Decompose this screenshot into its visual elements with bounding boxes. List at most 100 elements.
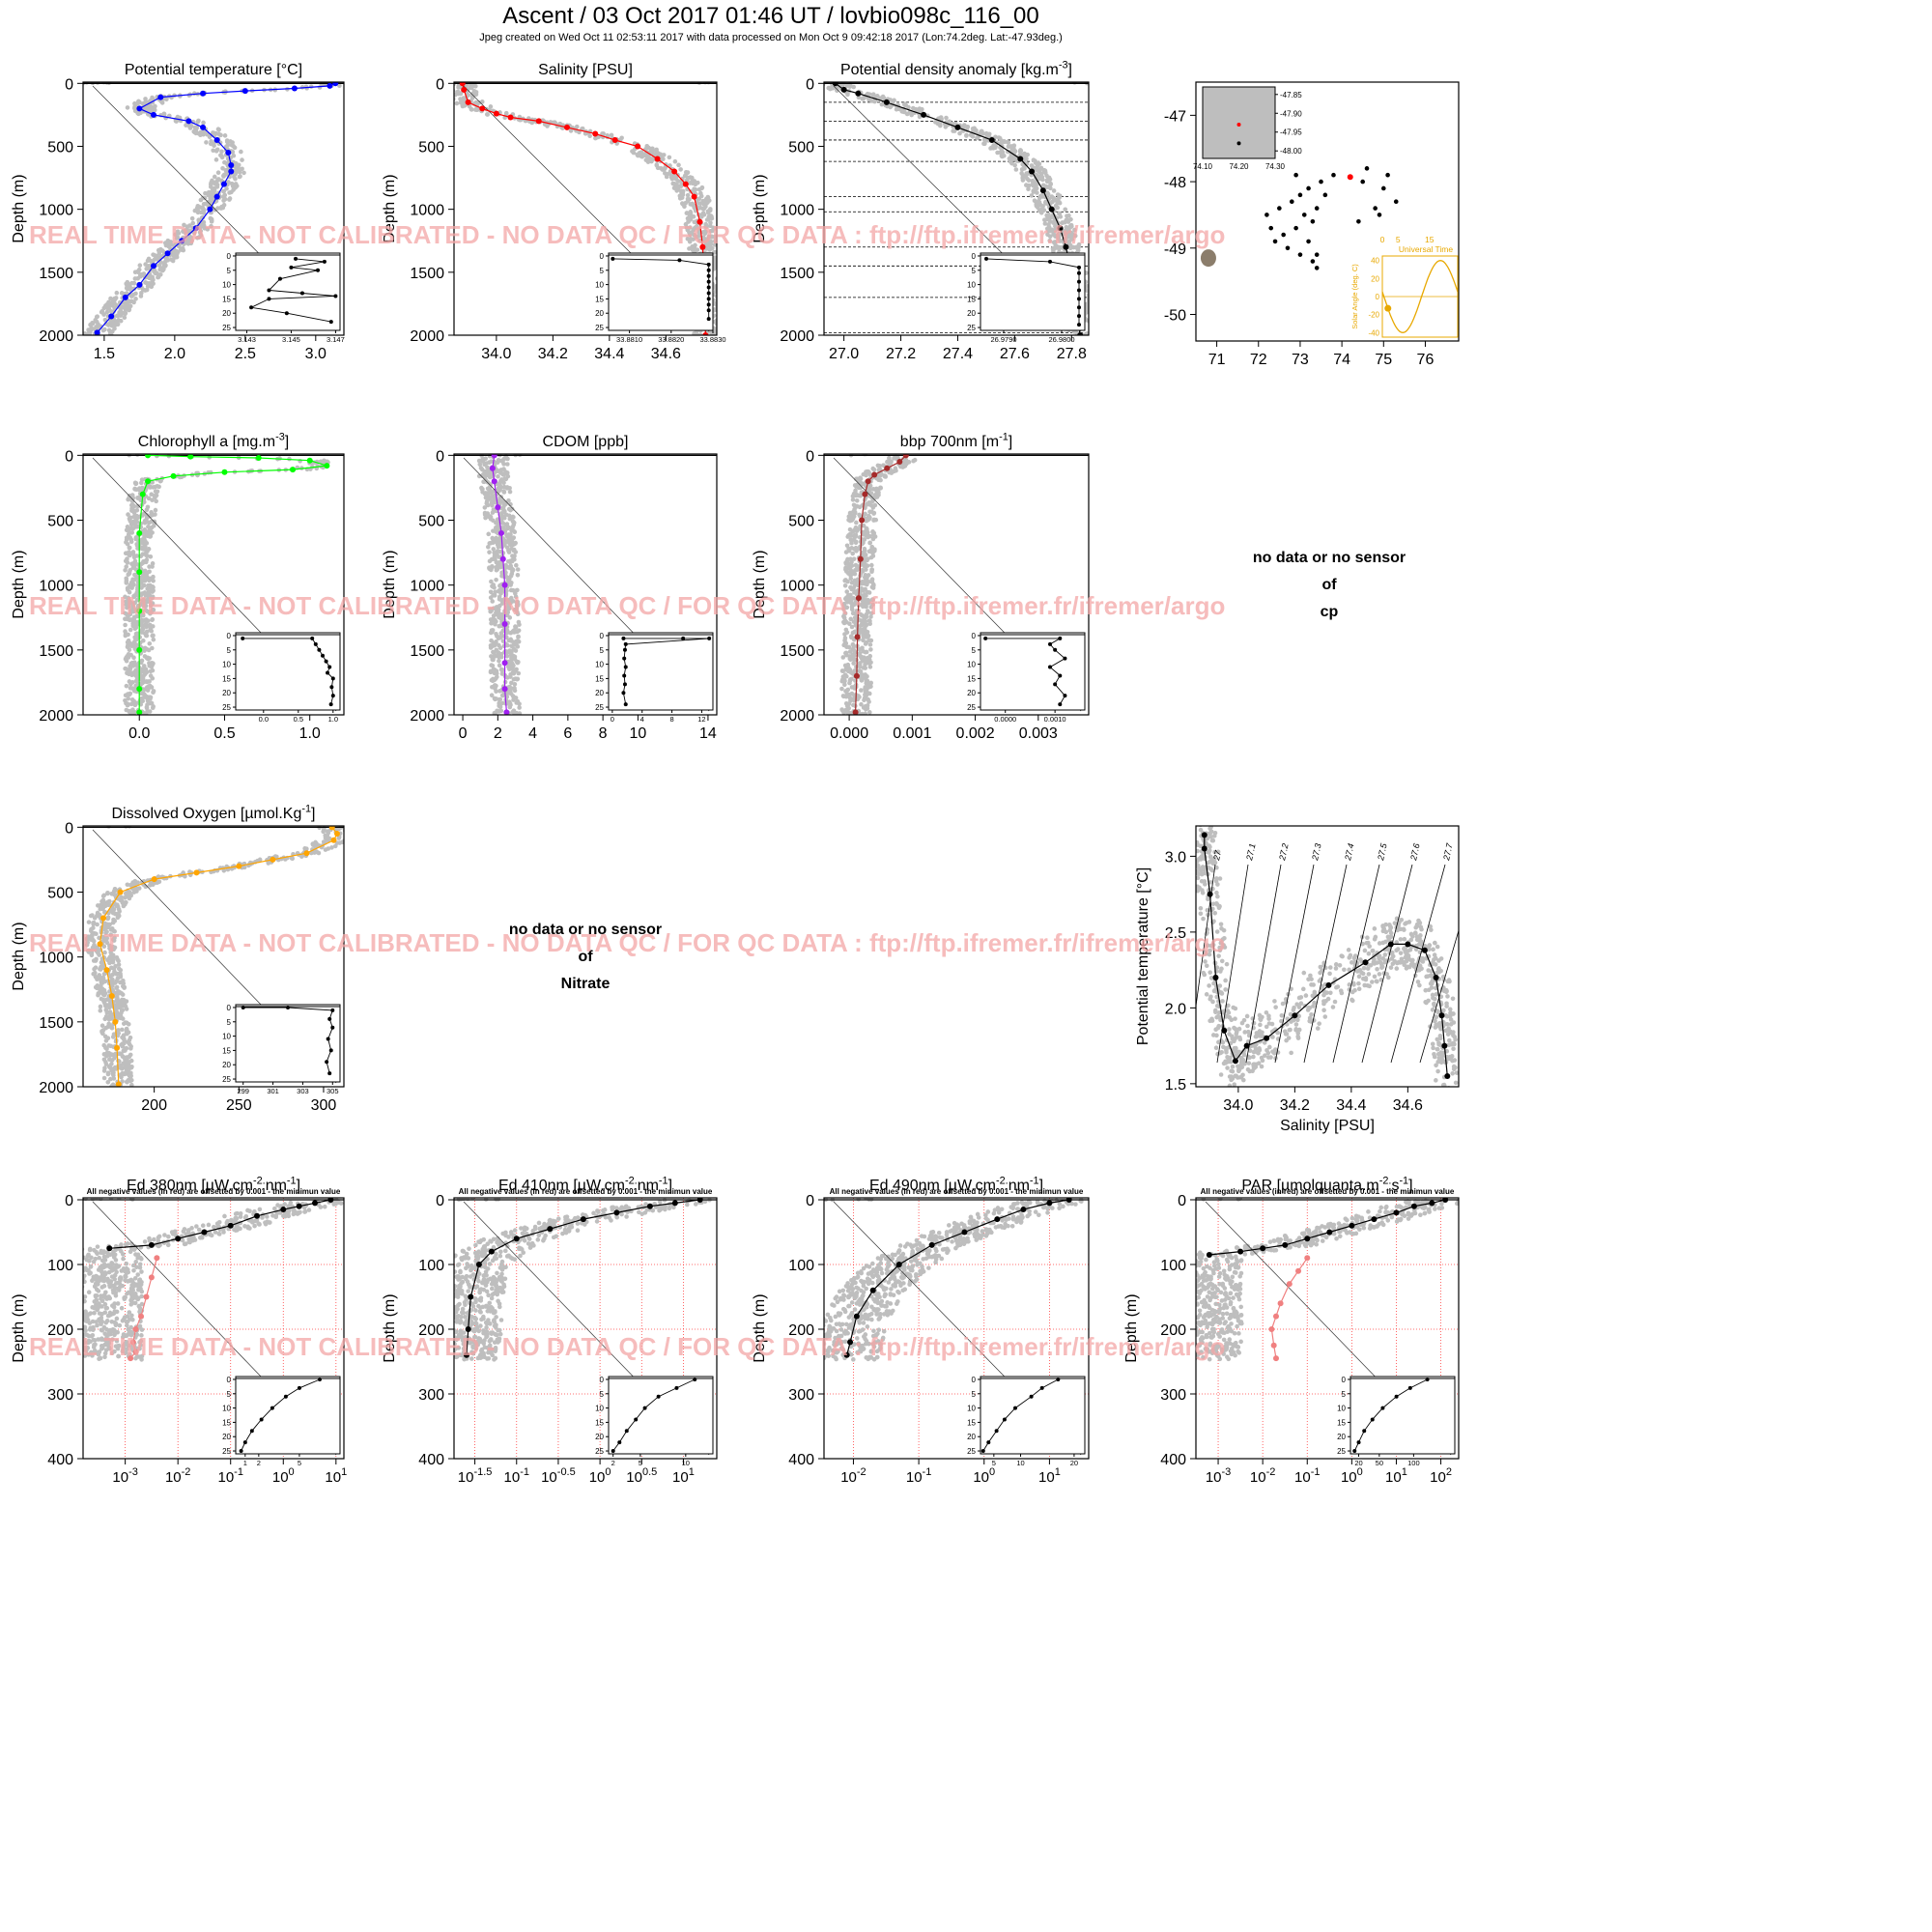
- reference-point: [1044, 179, 1050, 185]
- reference-point: [859, 701, 864, 707]
- reference-point: [148, 627, 153, 633]
- data-point: [459, 82, 466, 87]
- reference-point: [132, 104, 137, 110]
- inset-point: [706, 297, 711, 301]
- reference-point: [125, 585, 130, 591]
- reference-point: [877, 473, 883, 478]
- reference-point: [148, 695, 154, 700]
- reference-point: [508, 674, 513, 679]
- trajectory-point: [1331, 172, 1336, 178]
- reference-point: [90, 321, 95, 326]
- reference-point: [867, 590, 872, 595]
- reference-point: [842, 596, 848, 602]
- depth-axis-label: Depth (m): [11, 922, 27, 990]
- reference-point: [118, 308, 124, 314]
- reference-point: [508, 563, 513, 569]
- reference-point: [828, 86, 834, 91]
- inset-point: [706, 273, 711, 278]
- reference-point: [848, 670, 854, 675]
- y-tick-label: 0: [436, 448, 444, 465]
- reference-point: [842, 682, 847, 688]
- inset-x-tick-label: 1.0: [328, 715, 338, 724]
- reference-point: [840, 678, 846, 683]
- reference-point: [1000, 150, 1006, 155]
- reference-point: [149, 700, 155, 706]
- reference-point: [863, 706, 868, 712]
- y-tick-label: 1500: [39, 643, 73, 660]
- reference-point: [481, 456, 486, 462]
- inset-point: [621, 691, 626, 696]
- depth-axis-label: Depth (m): [11, 174, 27, 242]
- reference-point: [500, 526, 506, 530]
- reference-point: [144, 633, 150, 639]
- reference-point: [695, 247, 700, 252]
- reference-point: [132, 626, 138, 632]
- reference-point: [114, 319, 120, 324]
- reference-point: [693, 242, 697, 248]
- reference-point: [485, 469, 491, 474]
- inset-point: [681, 636, 686, 640]
- reference-point: [1054, 234, 1059, 239]
- reference-point: [499, 700, 505, 706]
- reference-point: [846, 665, 851, 670]
- reference-point: [209, 223, 213, 229]
- reference-point: [131, 655, 136, 661]
- reference-point: [221, 202, 227, 208]
- reference-point: [498, 562, 504, 568]
- reference-point: [479, 99, 485, 104]
- panel-title-bbp: bbp 700nm [m-1]: [900, 432, 1012, 450]
- reference-point: [863, 685, 867, 690]
- reference-point: [493, 621, 497, 627]
- depth-axis-label: Depth (m): [752, 550, 768, 618]
- reference-point: [506, 497, 511, 503]
- reference-point: [469, 84, 475, 90]
- reference-point: [1064, 224, 1069, 230]
- reference-point: [682, 204, 687, 210]
- inset-point: [1063, 656, 1067, 661]
- x-tick-label: 0.0: [128, 725, 150, 742]
- trajectory-point: [1314, 266, 1320, 270]
- reference-point: [508, 691, 514, 696]
- reference-point: [854, 581, 859, 586]
- y-tick-label: 1500: [780, 266, 814, 282]
- reference-point: [329, 845, 334, 850]
- reference-point: [504, 598, 510, 603]
- reference-point: [499, 570, 504, 576]
- reference-point: [146, 547, 152, 552]
- reference-point: [854, 520, 859, 526]
- reference-point: [164, 97, 169, 102]
- reference-point: [982, 141, 987, 147]
- data-point: [507, 114, 514, 121]
- reference-point: [868, 638, 874, 643]
- reference-point: [866, 600, 871, 606]
- reference-point: [139, 477, 145, 482]
- reference-point: [868, 680, 874, 686]
- y-tick-label: 1000: [410, 203, 444, 219]
- reference-point: [175, 249, 181, 255]
- reference-point: [503, 501, 508, 507]
- reference-point: [879, 101, 885, 107]
- data-point: [491, 454, 497, 459]
- reference-point: [125, 541, 130, 547]
- inset-y-tick-label: 15: [222, 295, 231, 303]
- reference-point: [861, 523, 867, 528]
- reference-point: [857, 663, 863, 668]
- data-point: [501, 660, 508, 667]
- reference-point: [150, 668, 156, 673]
- reference-point: [714, 283, 717, 289]
- reference-point: [132, 480, 138, 486]
- reference-point: [1037, 167, 1042, 173]
- reference-point: [142, 568, 148, 574]
- reference-point: [473, 90, 479, 95]
- zoom-x-tick-label: 74.20: [1229, 162, 1249, 171]
- reference-point: [504, 588, 509, 593]
- reference-point: [139, 667, 145, 672]
- reference-point: [448, 86, 453, 91]
- plot-frame: [823, 81, 1090, 336]
- reference-point: [173, 232, 178, 238]
- reference-point: [237, 169, 242, 175]
- data-point: [213, 136, 220, 143]
- reference-point: [862, 696, 867, 700]
- reference-point: [500, 521, 506, 526]
- panel-title-chla: Chlorophyll a [mg.m-3]: [138, 432, 289, 450]
